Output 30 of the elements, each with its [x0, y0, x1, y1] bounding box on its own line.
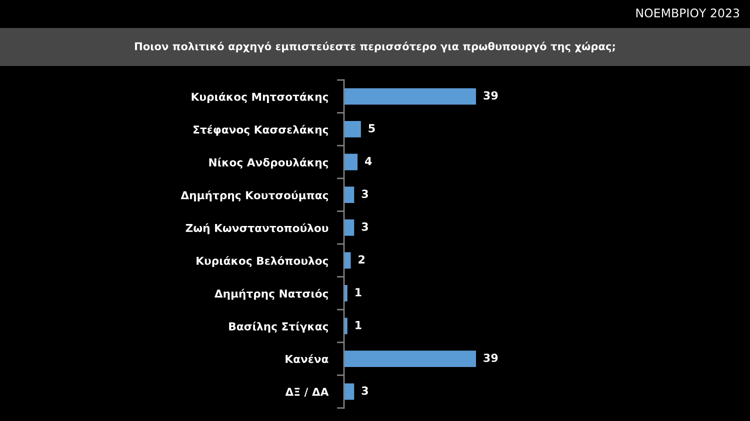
- data-label: 3: [362, 386, 368, 395]
- chart-title: Ποιον πολιτικό αρχηγό εμπιστεύεστε περισσότερο για πρωθυπουργό της χώρας;: [135, 42, 615, 52]
- y-tick-label: Κυριάκος Βελόπουλος: [196, 256, 328, 267]
- data-label: 4: [364, 156, 372, 166]
- data-label: 39: [484, 91, 498, 100]
- bar: [344, 121, 361, 138]
- text: ΝΟΕΜΒΡΙΟΥ 2023: [636, 8, 740, 18]
- bar: [344, 252, 351, 269]
- data-label: 3: [362, 222, 368, 231]
- y-tick-label: ΔΞ / ΔΑ: [285, 388, 329, 397]
- bar: [344, 88, 476, 105]
- bar: [344, 350, 476, 367]
- y-tick-label: Βασίλης Στίγκας: [229, 322, 328, 333]
- bar: [344, 186, 354, 203]
- data-label: 1: [356, 288, 362, 296]
- data-label: 3: [362, 190, 368, 198]
- y-tick-label: Νίκος Ανδρουλάκης: [209, 158, 328, 169]
- y-tick-label: Στέφανος Κασσελάκης: [194, 124, 328, 136]
- y-tick-label: Ζωή Κωνσταντοπούλου: [186, 223, 328, 234]
- bar: [344, 154, 358, 170]
- data-label: 5: [368, 124, 375, 132]
- bar: [344, 383, 354, 400]
- data-label: 1: [356, 320, 362, 330]
- y-tick-label: Κανένα: [286, 354, 328, 364]
- bar: [344, 219, 354, 236]
- data-label: 39: [484, 354, 498, 362]
- data-label: 2: [358, 255, 364, 264]
- y-tick-label: Δημήτρης Νατσιός: [214, 288, 328, 300]
- y-tick-label: Δημήτρης Κουτσούμπας: [180, 190, 328, 202]
- y-tick-label: Κυριάκος Μητσοτάκης: [192, 92, 328, 103]
